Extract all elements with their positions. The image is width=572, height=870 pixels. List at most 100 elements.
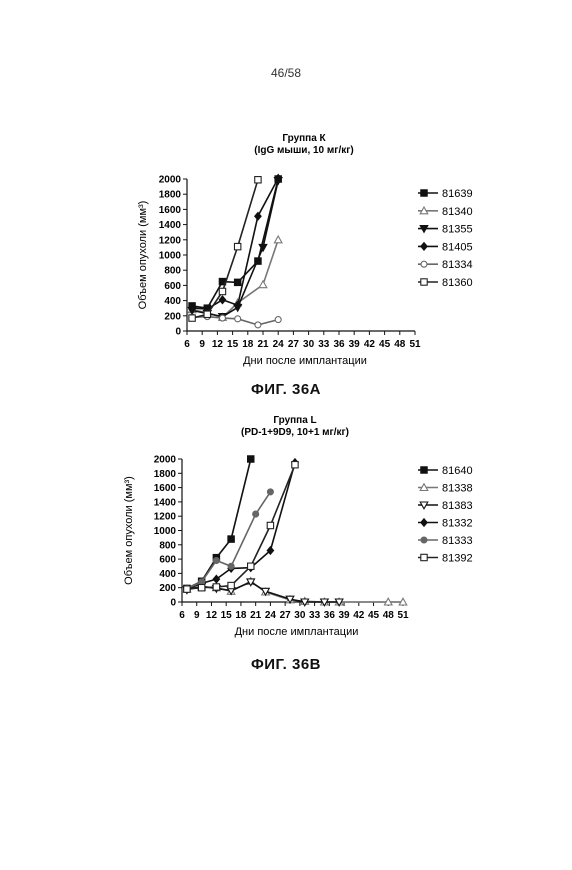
x-tick-label: 24: [265, 610, 277, 621]
legend-marker: [419, 482, 429, 492]
legend-item: 81338: [418, 483, 473, 495]
x-axis-title: Дни после имплантации: [243, 355, 367, 367]
data-point: [274, 316, 282, 324]
chart-b: Группа L(PD-1+9D9, 10+1 мг/кг) 0 200 400 600…: [123, 415, 473, 638]
data-point: [233, 242, 242, 251]
y-tick-label: 800: [159, 540, 176, 551]
series-81360: [188, 176, 262, 322]
data-point: [246, 578, 256, 587]
legend-label: 81405: [442, 241, 473, 253]
y-tick-label: 1600: [159, 205, 182, 216]
data-point: [227, 581, 235, 590]
legend-marker: [420, 553, 428, 562]
legend-marker: [420, 260, 428, 268]
y-tick-label: 400: [164, 296, 181, 307]
y-tick-label: 200: [164, 311, 181, 322]
y-tick-label: 0: [170, 598, 176, 609]
legend-label: 81334: [442, 259, 473, 271]
x-tick-label: 21: [250, 610, 262, 621]
data-point: [212, 574, 221, 584]
chart-subtitle: (IgG мыши, 10 мг/кг): [254, 145, 354, 156]
y-tick-label: 1000: [154, 526, 177, 537]
x-tick-label: 33: [318, 339, 330, 350]
data-point: [258, 279, 268, 289]
data-point: [218, 287, 227, 296]
data-point: [398, 597, 408, 606]
figure-caption-a: ФИГ. 36А: [250, 381, 322, 398]
x-tick-label: 12: [212, 339, 224, 350]
legend-item: 81383: [418, 500, 473, 512]
figure-caption-b: ФИГ. 36В: [250, 656, 322, 673]
legend-item: 81360: [418, 277, 473, 289]
y-tick-label: 400: [159, 569, 176, 580]
x-axis-title: Дни после имплантации: [235, 626, 359, 638]
legend-item: 81392: [418, 553, 473, 565]
y-tick-label: 1000: [159, 251, 182, 262]
legend-marker: [419, 205, 429, 215]
chart-title: Группа L: [273, 415, 316, 426]
y-tick-label: 600: [164, 281, 181, 292]
data-point: [188, 314, 196, 322]
x-tick-label: 30: [294, 610, 306, 621]
data-point: [218, 295, 227, 305]
legend-marker: [420, 536, 428, 544]
data-point: [300, 598, 310, 607]
data-point: [234, 315, 242, 323]
x-tick-label: 18: [235, 610, 247, 621]
legend-marker: [420, 278, 428, 286]
series-81392: [183, 460, 299, 593]
series-line: [186, 458, 252, 590]
data-point: [266, 521, 275, 530]
legend-item: 81405: [418, 241, 473, 253]
x-tick-label: 9: [194, 610, 200, 621]
legend-label: 81355: [442, 224, 473, 236]
legend-marker: [420, 466, 428, 474]
data-point: [273, 234, 283, 244]
data-point: [247, 455, 255, 463]
legend-label: 81338: [442, 483, 473, 495]
legend-marker: [419, 225, 429, 234]
x-tick-label: 39: [349, 339, 361, 350]
series-81640: [183, 455, 255, 593]
x-tick-label: 48: [394, 339, 406, 350]
x-tick-label: 27: [288, 339, 300, 350]
x-tick-label: 45: [368, 610, 380, 621]
chart-a: Группа К(IgG мыши, 10 мг/кг) 0 200 400 600 80…: [137, 133, 473, 367]
x-tick-label: 36: [333, 339, 345, 350]
y-tick-label: 1800: [159, 190, 182, 201]
data-point: [227, 562, 235, 570]
data-point: [247, 562, 255, 571]
data-point: [291, 460, 299, 469]
legend-label: 81360: [442, 277, 473, 289]
series-line: [191, 179, 259, 319]
legend-label: 81332: [442, 518, 473, 530]
y-tick-label: 800: [164, 266, 181, 277]
series-line: [186, 462, 296, 590]
legend-label: 81639: [442, 188, 473, 200]
y-tick-label: 1200: [154, 512, 177, 523]
x-tick-label: 15: [221, 610, 233, 621]
x-tick-label: 6: [184, 339, 190, 350]
legend-label: 81392: [442, 553, 473, 565]
series-81332: [182, 457, 299, 594]
data-point: [233, 300, 242, 310]
series-81405: [188, 173, 283, 314]
y-tick-label: 1200: [159, 235, 182, 246]
data-point: [183, 585, 191, 593]
data-point: [258, 243, 268, 253]
data-point: [227, 535, 235, 543]
legend-item: 81333: [418, 535, 473, 547]
y-axis-title: Объем опухоли (мм³): [123, 476, 135, 585]
data-point: [254, 176, 262, 184]
data-point: [218, 314, 227, 322]
data-point: [254, 211, 262, 221]
data-point: [203, 310, 212, 319]
data-point: [266, 488, 274, 496]
x-tick-label: 30: [303, 339, 315, 350]
data-point: [188, 303, 196, 313]
y-tick-label: 1800: [154, 469, 177, 480]
x-tick-label: 15: [227, 339, 239, 350]
x-tick-label: 39: [339, 610, 351, 621]
data-point: [266, 545, 275, 556]
chart-subtitle: (PD-1+9D9, 10+1 мг/кг): [241, 427, 349, 438]
